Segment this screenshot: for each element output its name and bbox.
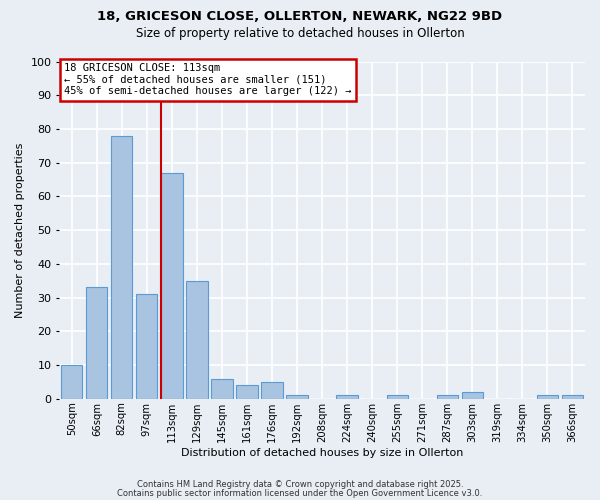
Bar bbox=[211, 378, 233, 399]
Bar bbox=[86, 288, 107, 399]
X-axis label: Distribution of detached houses by size in Ollerton: Distribution of detached houses by size … bbox=[181, 448, 463, 458]
Bar bbox=[562, 396, 583, 399]
Bar bbox=[61, 365, 82, 399]
Bar bbox=[386, 396, 408, 399]
Bar bbox=[337, 396, 358, 399]
Bar bbox=[161, 173, 182, 399]
Bar bbox=[537, 396, 558, 399]
Text: 18 GRICESON CLOSE: 113sqm
← 55% of detached houses are smaller (151)
45% of semi: 18 GRICESON CLOSE: 113sqm ← 55% of detac… bbox=[64, 63, 352, 96]
Bar bbox=[286, 396, 308, 399]
Y-axis label: Number of detached properties: Number of detached properties bbox=[15, 142, 25, 318]
Text: Contains HM Land Registry data © Crown copyright and database right 2025.: Contains HM Land Registry data © Crown c… bbox=[137, 480, 463, 489]
Bar bbox=[461, 392, 483, 399]
Bar bbox=[262, 382, 283, 399]
Bar bbox=[111, 136, 133, 399]
Bar bbox=[186, 280, 208, 399]
Bar bbox=[236, 386, 257, 399]
Text: Size of property relative to detached houses in Ollerton: Size of property relative to detached ho… bbox=[136, 28, 464, 40]
Bar bbox=[437, 396, 458, 399]
Text: Contains public sector information licensed under the Open Government Licence v3: Contains public sector information licen… bbox=[118, 489, 482, 498]
Text: 18, GRICESON CLOSE, OLLERTON, NEWARK, NG22 9BD: 18, GRICESON CLOSE, OLLERTON, NEWARK, NG… bbox=[97, 10, 503, 23]
Bar bbox=[136, 294, 157, 399]
